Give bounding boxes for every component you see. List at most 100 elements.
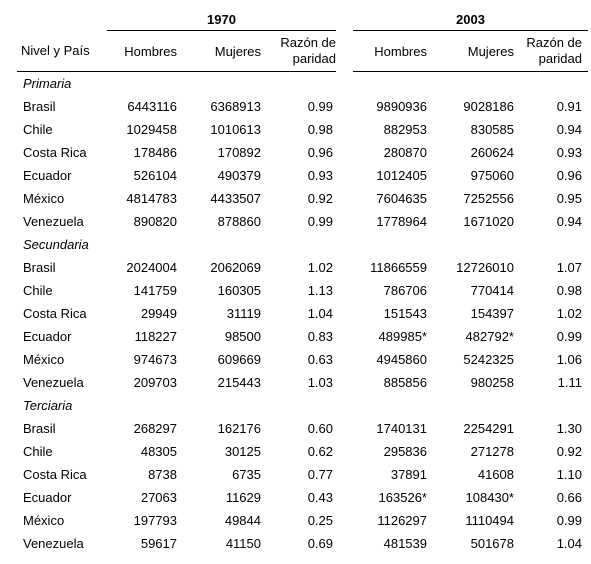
men-1970-cell: 526104: [133, 168, 177, 183]
men-2003-cell: 885856: [383, 375, 427, 390]
women-2003-cell: 1671020: [463, 214, 514, 229]
men-2003-cell: 151543: [383, 306, 427, 321]
women-2003-cell: 12726010: [456, 260, 514, 275]
women-1970-cell: 609669: [217, 352, 261, 367]
table-row: Chile 48305 30125 0.62 295836 271278 0.92: [17, 440, 588, 463]
men-2003-cell: 1740131: [376, 421, 427, 436]
ratio-2003-cell: 1.04: [556, 536, 582, 551]
men-2003-cell: 1778964: [376, 214, 427, 229]
men-1970-cell: 2024004: [126, 260, 177, 275]
country-cell: Brasil: [23, 421, 56, 436]
women-2003-cell: 2254291: [463, 421, 514, 436]
women-1970-cell: 2062069: [210, 260, 261, 275]
women-1970-cell: 98500: [224, 329, 261, 344]
table-row: Chile 1029458 1010613 0.98 882953 830585 0.94: [17, 118, 588, 141]
ratio-2003-cell: 0.99: [556, 329, 582, 344]
table-row: México 4814783 4433507 0.92 7604635 7252556 0.…: [17, 187, 588, 210]
women-1970-cell: 160305: [217, 283, 261, 298]
table-row: Chile 141759 160305 1.13 786706 770414 0.98: [17, 279, 588, 302]
ratio-2003-header: Razón de paridad: [514, 30, 588, 72]
women-1970-cell: 6735: [232, 467, 261, 482]
section-title: Primaria: [23, 76, 72, 91]
men-1970-cell: 27063: [140, 490, 177, 505]
ratio-1970-cell: 1.04: [307, 306, 333, 321]
table-row: Brasil 2024004 2062069 1.02 11866559 12726010…: [17, 256, 588, 279]
men-1970-cell: 48305: [140, 444, 177, 459]
men-1970-cell: 974673: [133, 352, 177, 367]
country-column-header: Nivel y País: [17, 30, 107, 72]
men-1970-cell: 1029458: [126, 122, 177, 137]
country-cell: Venezuela: [23, 375, 84, 390]
ratio-1970-cell: 0.43: [307, 490, 333, 505]
men-2003-cell: 163526*: [378, 490, 427, 505]
men-2003-cell: 489985*: [378, 329, 427, 344]
year-header-row: 1970 2003: [17, 8, 588, 31]
section-title: Secundaria: [23, 237, 89, 252]
column-header-row: Nivel y País Hombres Mujeres Razón de par…: [17, 30, 588, 72]
section-row: Terciaria: [17, 394, 588, 417]
country-cell: Costa Rica: [23, 467, 87, 482]
women-2003-cell: 41608: [477, 467, 514, 482]
men-1970-cell: 890820: [133, 214, 177, 229]
ratio-1970-cell: 0.25: [307, 513, 333, 528]
women-1970-cell: 4433507: [210, 191, 261, 206]
ratio-1970-cell: 0.96: [307, 145, 333, 160]
men-1970-cell: 209703: [133, 375, 177, 390]
women-2003-cell: 830585: [470, 122, 514, 137]
country-cell: Venezuela: [23, 214, 84, 229]
country-cell: México: [23, 352, 65, 367]
table-row: Ecuador 118227 98500 0.83 489985* 482792* 0.99: [17, 325, 588, 348]
country-cell: Chile: [23, 283, 53, 298]
country-cell: Venezuela: [23, 536, 84, 551]
ratio-1970-header: Razón de paridad: [261, 30, 336, 72]
men-2003-cell: 1012405: [376, 168, 427, 183]
women-2003-cell: 7252556: [463, 191, 514, 206]
women-1970-cell: 30125: [224, 444, 261, 459]
women-2003-cell: 482792*: [465, 329, 514, 344]
ratio-1970-cell: 0.63: [307, 352, 333, 367]
men-1970-header: Hombres: [107, 30, 177, 72]
ratio-1970-cell: 1.02: [307, 260, 333, 275]
ratio-1970-cell: 1.03: [307, 375, 333, 390]
women-2003-cell: 770414: [470, 283, 514, 298]
men-2003-header: Hombres: [353, 30, 427, 72]
women-2003-cell: 260624: [470, 145, 514, 160]
ratio-2003-cell: 0.94: [556, 214, 582, 229]
table-row: Ecuador 27063 11629 0.43 163526* 108430* 0.66: [17, 486, 588, 509]
men-2003-cell: 9890936: [376, 99, 427, 114]
country-cell: Costa Rica: [23, 145, 87, 160]
ratio-1970-cell: 0.62: [307, 444, 333, 459]
men-2003-cell: 280870: [383, 145, 427, 160]
men-2003-cell: 481539: [383, 536, 427, 551]
year-2003-header: 2003: [353, 8, 588, 31]
table-row: Costa Rica 29949 31119 1.04 151543 154397 1.02: [17, 302, 588, 325]
women-2003-cell: 108430*: [465, 490, 514, 505]
men-2003-cell: 37891: [390, 467, 427, 482]
women-1970-cell: 878860: [217, 214, 261, 229]
ratio-1970-cell: 0.83: [307, 329, 333, 344]
women-1970-cell: 215443: [217, 375, 261, 390]
ratio-2003-cell: 0.98: [556, 283, 582, 298]
ratio-1970-cell: 0.92: [307, 191, 333, 206]
ratio-1970-cell: 0.93: [307, 168, 333, 183]
country-cell: México: [23, 191, 65, 206]
table-row: México 974673 609669 0.63 4945860 5242325 1.06: [17, 348, 588, 371]
men-2003-cell: 4945860: [376, 352, 427, 367]
women-2003-header: Mujeres: [427, 30, 514, 72]
women-1970-cell: 1010613: [210, 122, 261, 137]
table-row: Venezuela 890820 878860 0.99 1778964 1671020 0…: [17, 210, 588, 233]
women-2003-cell: 980258: [470, 375, 514, 390]
women-1970-cell: 41150: [225, 536, 261, 551]
ratio-2003-header-line2: paridad: [538, 51, 582, 66]
ratio-2003-cell: 1.30: [556, 421, 582, 436]
men-1970-cell: 178486: [133, 145, 177, 160]
ratio-2003-cell: 0.91: [556, 99, 582, 114]
ratio-2003-cell: 0.93: [556, 145, 582, 160]
ratio-1970-cell: 0.69: [307, 536, 333, 551]
ratio-1970-cell: 0.77: [307, 467, 333, 482]
ratio-1970-cell: 0.99: [307, 214, 333, 229]
table-row: México 197793 49844 0.25 1126297 1110494 0.99: [17, 509, 588, 532]
country-cell: Brasil: [23, 99, 56, 114]
ratio-2003-cell: 1.07: [556, 260, 582, 275]
